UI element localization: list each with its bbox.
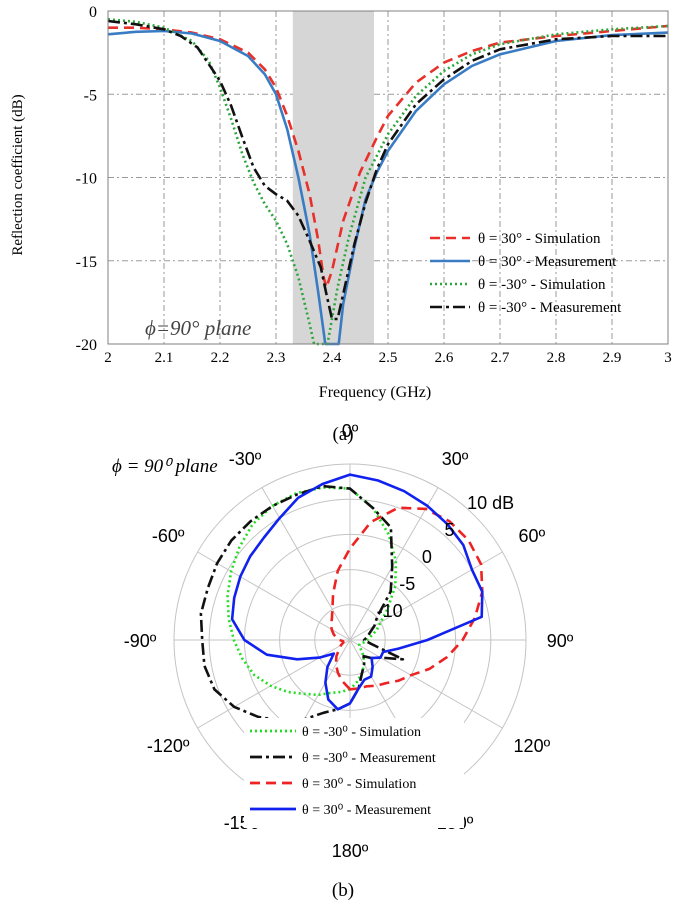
radial-tick-label: 10 dB <box>467 493 514 513</box>
polar-legend-label: θ = 30⁰ - Simulation <box>302 777 416 792</box>
reflection-coefficient-chart: 2 2.1 2.2 2.3 2.4 2.5 2.6 2.7 2.8 2.9 3 0 -5 -10 -15 -… <box>10 4 672 445</box>
angle-tick-label: -120º <box>147 736 190 756</box>
radial-tick-label: 0 <box>422 547 432 567</box>
angle-tick-label: -90º <box>124 631 157 651</box>
legend-label: θ = 30° - Simulation <box>478 231 601 247</box>
y-tick-label: -20 <box>76 337 97 354</box>
polar-spoke <box>197 639 351 729</box>
angle-tick-label: 120º <box>514 736 551 756</box>
series-line <box>108 24 669 289</box>
x-tick-label: 2 <box>104 350 112 366</box>
plot-frame <box>107 10 669 345</box>
legend: θ = 30° - Simulation θ = 30° - Measuremen… <box>430 231 622 316</box>
y-tick-label: -10 <box>76 171 97 188</box>
angle-tick-label: 0º <box>342 421 359 441</box>
polar-legend-label: θ = -30⁰ - Measurement <box>302 751 436 766</box>
x-tick-label: 2.1 <box>155 350 174 366</box>
polar-legend: θ = -30⁰ - Simulation θ = -30⁰ - Measurem… <box>250 725 436 818</box>
legend-label: θ = -30° - Measurement <box>478 300 622 316</box>
y-tick-label: -15 <box>76 254 97 271</box>
x-tick-label: 2.8 <box>547 350 566 366</box>
y-axis-label: Reflection coefficient (dB) <box>10 94 26 255</box>
x-tick-label: 2.4 <box>323 350 342 366</box>
x-tick-label: 2.2 <box>211 350 230 366</box>
y-tick-label: 0 <box>89 4 97 21</box>
polar-legend-label: θ = -30⁰ - Simulation <box>302 725 421 740</box>
legend-label: θ = -30° - Simulation <box>478 277 606 293</box>
radial-tick-labels: 10 dB 50 -5 -10 <box>377 493 515 621</box>
polar-plane-annotation: ϕ = 90⁰ plane <box>112 456 218 477</box>
angle-tick-label: -30º <box>229 449 262 469</box>
radial-tick-label: -5 <box>399 574 415 594</box>
polar-series-line <box>329 506 484 691</box>
legend-label: θ = 30° - Measurement <box>478 254 617 270</box>
x-tick-label: 2.6 <box>435 350 454 366</box>
angle-tick-label: -60º <box>152 526 185 546</box>
angle-tick-label: 30º <box>442 449 469 469</box>
polar-spoke <box>197 551 351 641</box>
x-tick-label: 3 <box>664 350 672 366</box>
grid <box>107 10 669 345</box>
polar-spoke <box>349 639 503 729</box>
polar-series-line <box>230 473 484 711</box>
radial-tick-label: 5 <box>445 520 455 540</box>
x-tick-label: 2.7 <box>491 350 510 366</box>
x-tick-label: 2.5 <box>379 350 398 366</box>
panel-label-b: (b) <box>332 880 354 901</box>
polar-series-lines <box>199 473 484 723</box>
polar-series-line <box>226 486 398 697</box>
panel-label-a: (a) <box>332 424 353 445</box>
plane-annotation: ϕ=90° plane <box>145 316 251 340</box>
x-tick-label: 2.3 <box>267 350 286 366</box>
angle-tick-label: 180º <box>332 841 369 861</box>
y-tick-labels: 0 -5 -10 -15 -20 <box>76 4 97 354</box>
x-axis-label: Frequency (GHz) <box>319 384 431 401</box>
polar-series-line <box>199 484 405 723</box>
x-tick-labels: 2 2.1 2.2 2.3 2.4 2.5 2.6 2.7 2.8 2.9 3 <box>104 350 672 366</box>
y-tick-label: -5 <box>84 87 97 104</box>
polar-legend-label: θ = 30⁰ - Measurement <box>302 803 431 818</box>
angle-tick-label: 90º <box>547 631 574 651</box>
series-line <box>107 19 668 321</box>
series-line <box>107 18 669 346</box>
angle-tick-label: 60º <box>519 526 546 546</box>
shaded-band <box>292 11 374 344</box>
polar-spoke <box>261 487 351 641</box>
x-tick-label: 2.9 <box>603 350 622 366</box>
polar-spoke <box>349 487 439 641</box>
radial-tick-label: -10 <box>377 601 403 621</box>
